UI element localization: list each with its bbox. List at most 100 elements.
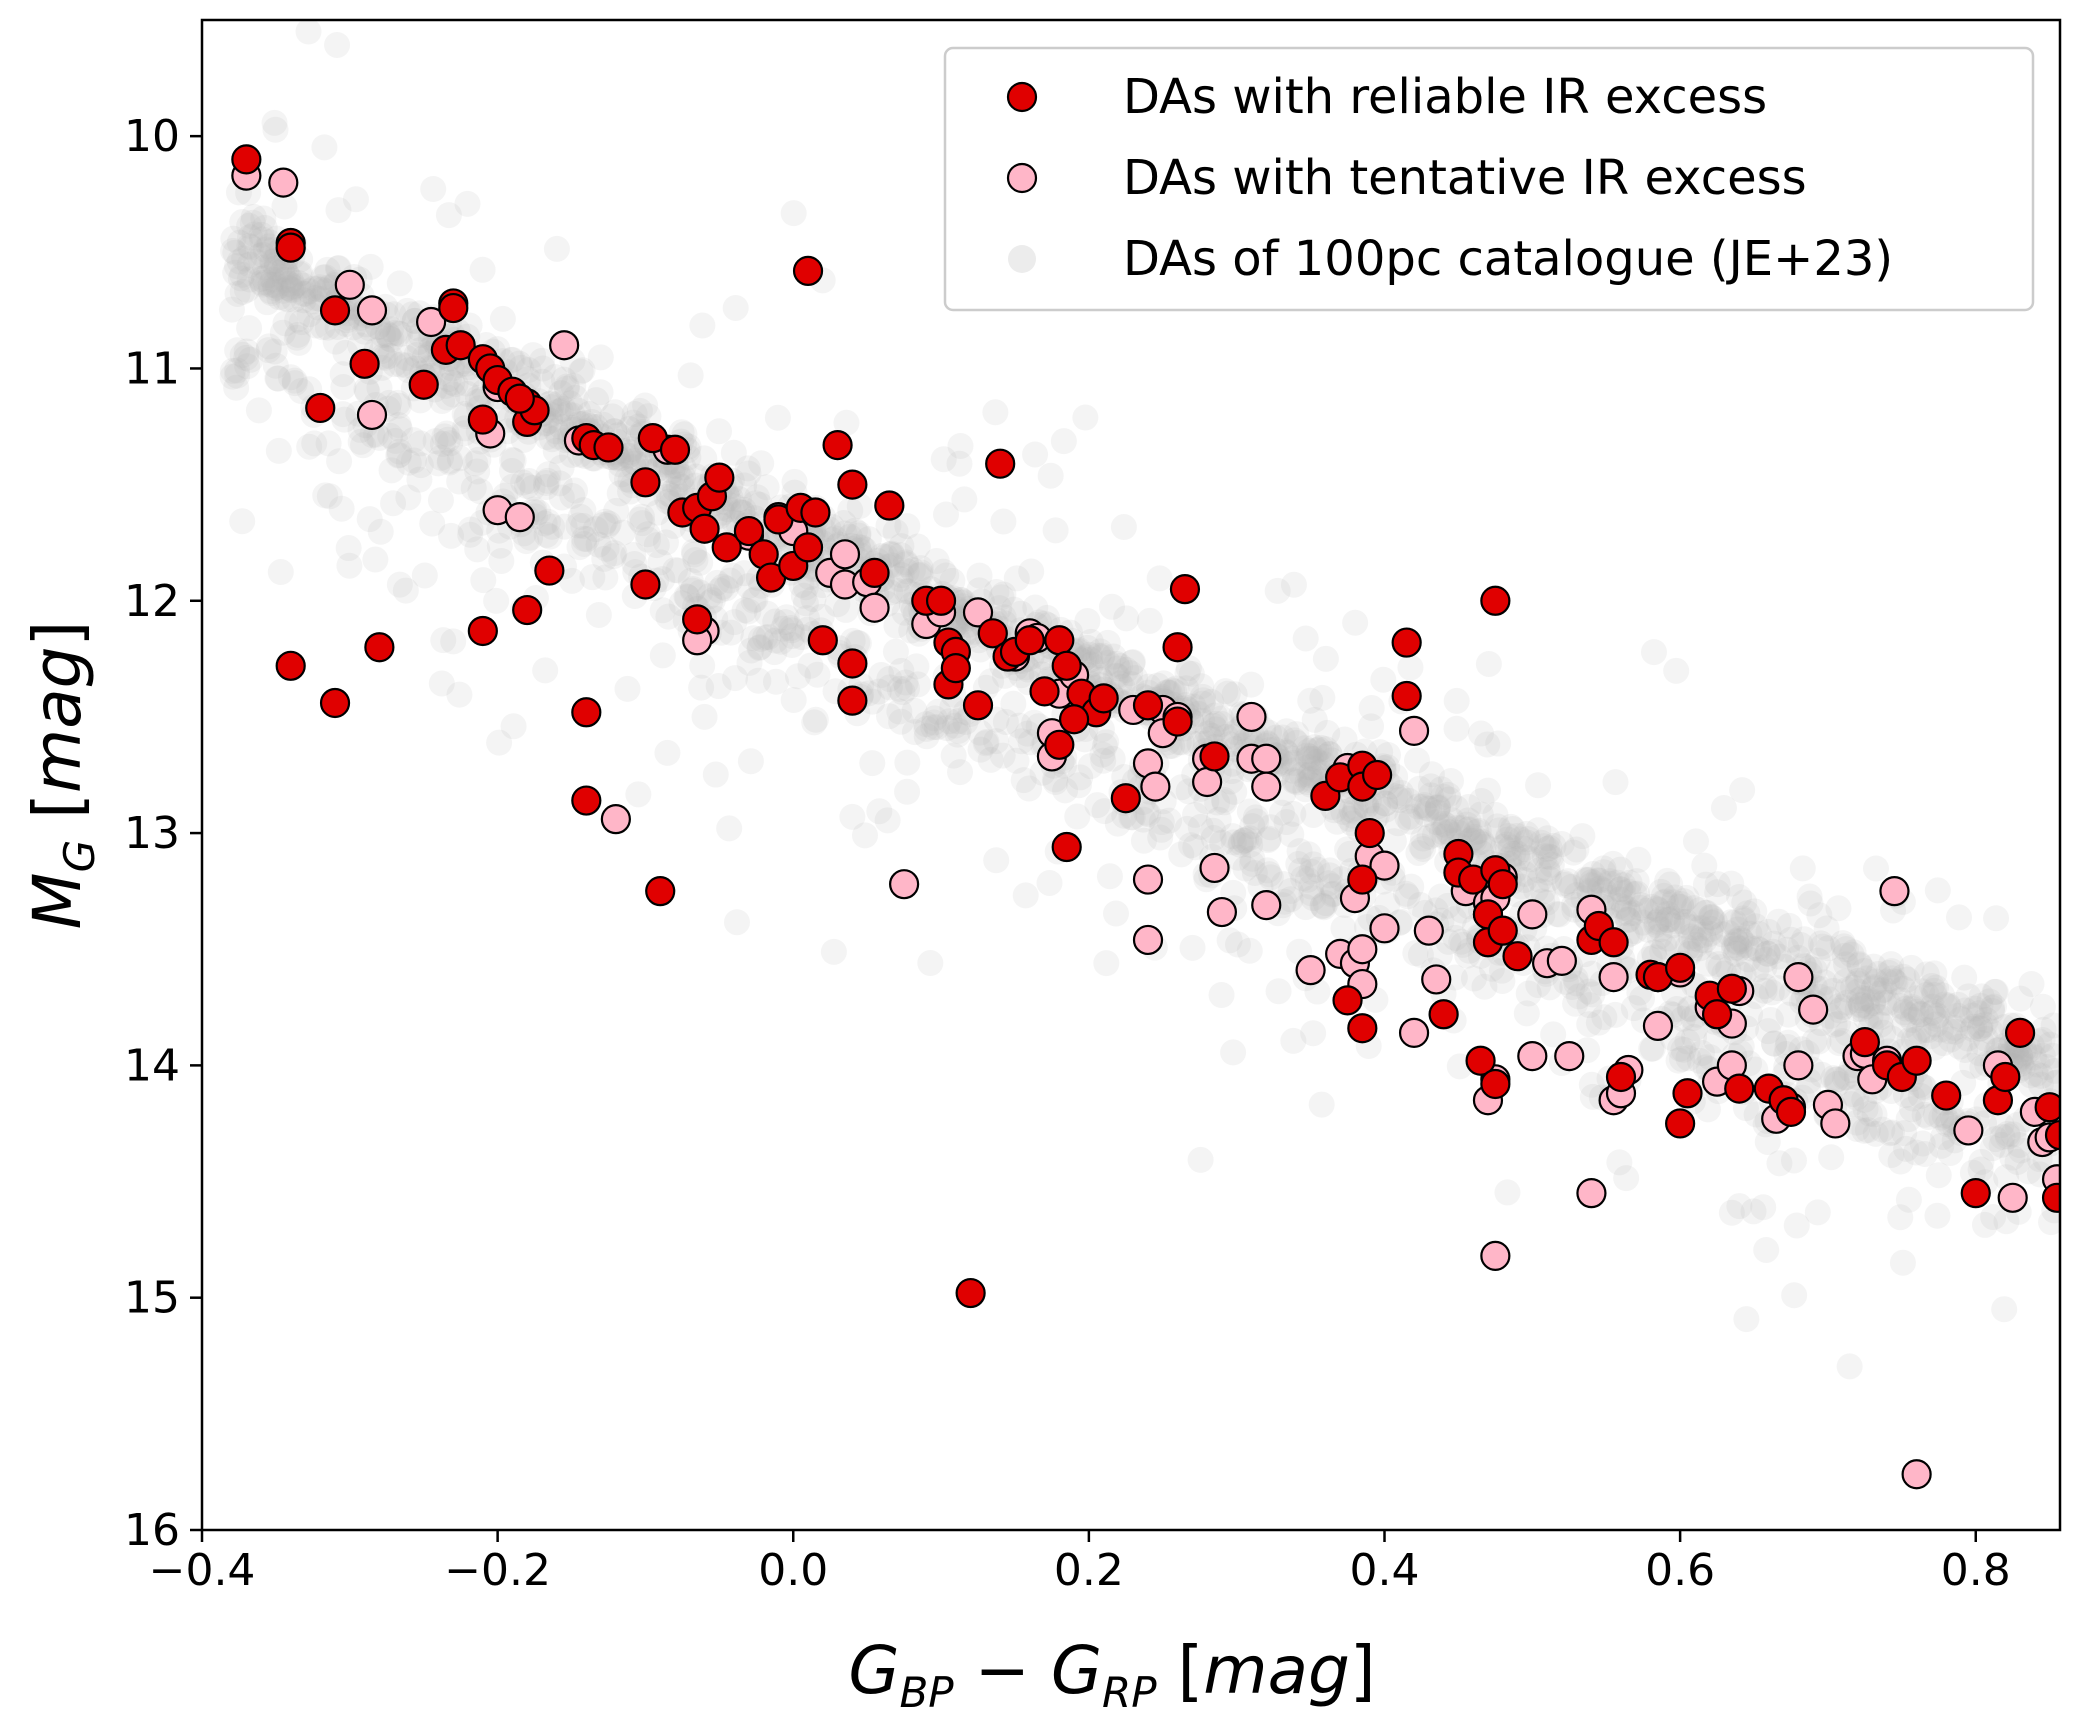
- catalogue-point: [454, 380, 481, 407]
- catalogue-point: [573, 526, 600, 553]
- catalogue-point: [569, 357, 596, 384]
- reliable-points: [231, 144, 2060, 1309]
- catalogue-point: [1591, 1004, 1618, 1031]
- catalogue-point: [966, 577, 993, 604]
- catalogue-point: [1156, 807, 1183, 834]
- catalogue-point: [1130, 827, 1157, 854]
- catalogue-point: [1221, 681, 1248, 708]
- catalogue-point: [1651, 933, 1678, 960]
- catalogue-point: [486, 729, 513, 756]
- catalogue-point: [382, 319, 409, 346]
- data-point: [859, 592, 890, 623]
- catalogue-point: [1175, 655, 1202, 682]
- catalogue-point: [1113, 605, 1140, 632]
- catalogue-point: [1221, 778, 1248, 805]
- catalogue-point: [837, 497, 864, 524]
- catalogue-point: [1468, 828, 1495, 855]
- catalogue-point: [1670, 1036, 1697, 1063]
- catalogue-point: [1563, 836, 1590, 863]
- catalogue-point: [325, 197, 352, 224]
- catalogue-point: [1179, 934, 1206, 961]
- catalogue-point: [236, 266, 263, 293]
- catalogue-point: [1854, 985, 1881, 1012]
- catalogue-point: [888, 708, 915, 735]
- catalogue-point: [1665, 1047, 1692, 1074]
- catalogue-point: [1090, 747, 1117, 774]
- catalogue-point: [2036, 1031, 2060, 1058]
- catalogue-point: [1416, 795, 1443, 822]
- catalogue-point: [229, 508, 256, 535]
- catalogue-point: [1668, 894, 1695, 921]
- catalogue-point: [231, 245, 258, 272]
- catalogue-point: [1804, 1199, 1831, 1226]
- catalogue-point: [520, 342, 547, 369]
- y-tick-label: 14: [124, 1040, 180, 1091]
- catalogue-point: [278, 277, 305, 304]
- data-point: [985, 448, 1016, 479]
- catalogue-point: [1831, 942, 1858, 969]
- catalogue-point: [1639, 1035, 1666, 1062]
- catalogue-point: [252, 269, 279, 296]
- catalogue-point: [1511, 860, 1538, 887]
- catalogue-point: [1122, 665, 1149, 692]
- catalogue-point: [894, 778, 921, 805]
- catalogue-point: [1718, 870, 1745, 897]
- catalogue-point: [2028, 1062, 2055, 1089]
- catalogue-point: [1256, 861, 1283, 888]
- catalogue-point: [284, 306, 311, 333]
- catalogue-point: [780, 687, 807, 714]
- catalogue-point: [1093, 950, 1120, 977]
- catalogue-point: [1891, 999, 1918, 1026]
- catalogue-point: [720, 439, 747, 466]
- catalogue-point: [1839, 1081, 1866, 1108]
- catalogue-point: [314, 256, 341, 283]
- catalogue-point: [224, 253, 251, 280]
- catalogue-point: [548, 484, 575, 511]
- catalogue-point: [1638, 893, 1665, 920]
- catalogue-point: [691, 445, 718, 472]
- catalogue-point: [1832, 968, 1859, 995]
- catalogue-point: [1602, 1001, 1629, 1028]
- catalogue-point: [1867, 980, 1894, 1007]
- catalogue-point: [1303, 737, 1330, 764]
- data-point: [1465, 1045, 1496, 1076]
- catalogue-point: [247, 265, 274, 292]
- catalogue-point: [1602, 769, 1629, 796]
- catalogue-point: [717, 567, 744, 594]
- catalogue-point: [1968, 983, 1995, 1010]
- data-point: [364, 632, 395, 663]
- catalogue-point: [1597, 868, 1624, 895]
- catalogue-point: [677, 362, 704, 389]
- catalogue-point: [614, 675, 641, 702]
- data-point: [1132, 690, 1164, 721]
- catalogue-point: [1681, 1023, 1708, 1050]
- data-point: [1236, 701, 1267, 733]
- catalogue-point: [1972, 1011, 1999, 1038]
- catalogue-point: [1443, 814, 1470, 841]
- catalogue-point: [1475, 650, 1502, 677]
- catalogue-point: [792, 590, 819, 617]
- catalogue-point: [629, 510, 656, 537]
- catalogue-point: [1281, 768, 1308, 795]
- data-point: [1724, 1073, 1755, 1104]
- catalogue-point: [1494, 1179, 1521, 1206]
- catalogue-point: [1358, 695, 1385, 722]
- catalogue-point: [377, 316, 404, 343]
- catalogue-point: [680, 538, 707, 565]
- catalogue-point: [1239, 850, 1266, 877]
- catalogue-point: [947, 432, 974, 459]
- catalogue-point: [1578, 1071, 1605, 1098]
- data-point: [2044, 1119, 2060, 1151]
- catalogue-point: [1909, 1130, 1936, 1157]
- x-tick-label: 0.2: [1054, 1545, 1124, 1596]
- catalogue-point: [1847, 992, 1874, 1019]
- data-point: [1665, 952, 1696, 983]
- catalogue-point: [1525, 817, 1552, 844]
- catalogue-point: [1699, 909, 1726, 936]
- catalogue-point: [1614, 895, 1641, 922]
- catalogue-point: [1295, 743, 1322, 770]
- catalogue-point: [1857, 1003, 1884, 1030]
- catalogue-point: [1507, 826, 1534, 853]
- catalogue-point: [1294, 745, 1321, 772]
- catalogue-point: [1697, 904, 1724, 931]
